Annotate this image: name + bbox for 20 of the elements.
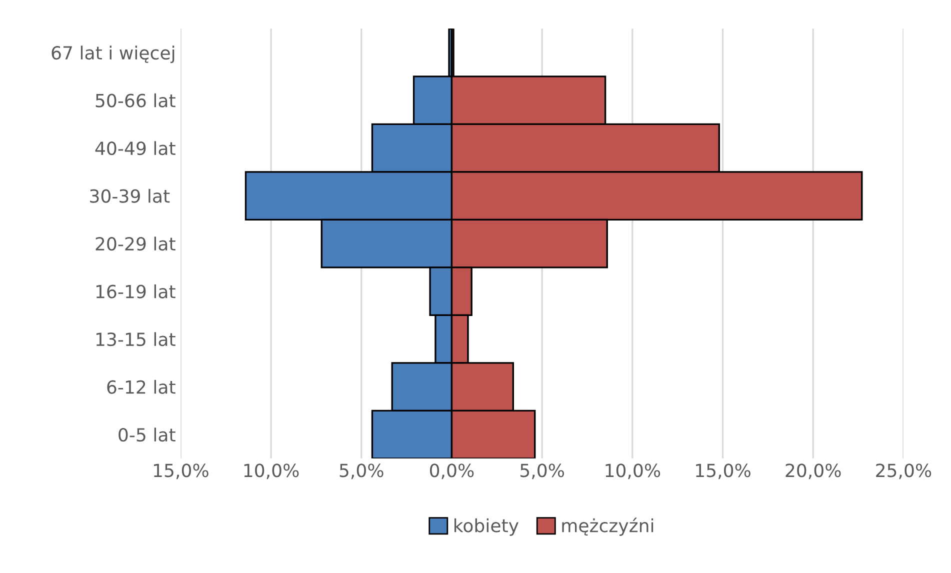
x-tick-label: 0,0% — [430, 464, 474, 480]
x-tick-label: 5,0% — [340, 464, 384, 480]
x-tick-label: 10,0% — [606, 464, 660, 480]
x-tick-label: 20,0% — [786, 464, 841, 480]
x-tick-label: 5,0% — [520, 464, 564, 480]
x-tick-label: 15,0% — [696, 464, 750, 480]
y-tick-label: 67 lat i więcej — [52, 46, 174, 64]
y-tick-label: 50-66 lat — [96, 93, 176, 108]
y-tick-label: 40-49 lat — [95, 141, 176, 156]
legend-label: mężczyźni — [562, 518, 654, 536]
x-tick-label: 15,0% — [154, 464, 208, 480]
y-tick-label: 6-12 lat — [107, 380, 176, 394]
y-tick-label: 30-39 lat — [90, 188, 170, 203]
y-tick-label: 0-5 lat — [118, 428, 176, 442]
y-tick-label: 16-19 lat — [96, 284, 176, 298]
legend-label: kobiety — [454, 518, 519, 536]
y-tick-label: 20-29 lat — [96, 236, 176, 251]
y-tick-label: 13-15 lat — [96, 332, 176, 346]
x-tick-label: 10,0% — [244, 464, 299, 480]
x-tick-label: 25,0% — [876, 464, 932, 480]
